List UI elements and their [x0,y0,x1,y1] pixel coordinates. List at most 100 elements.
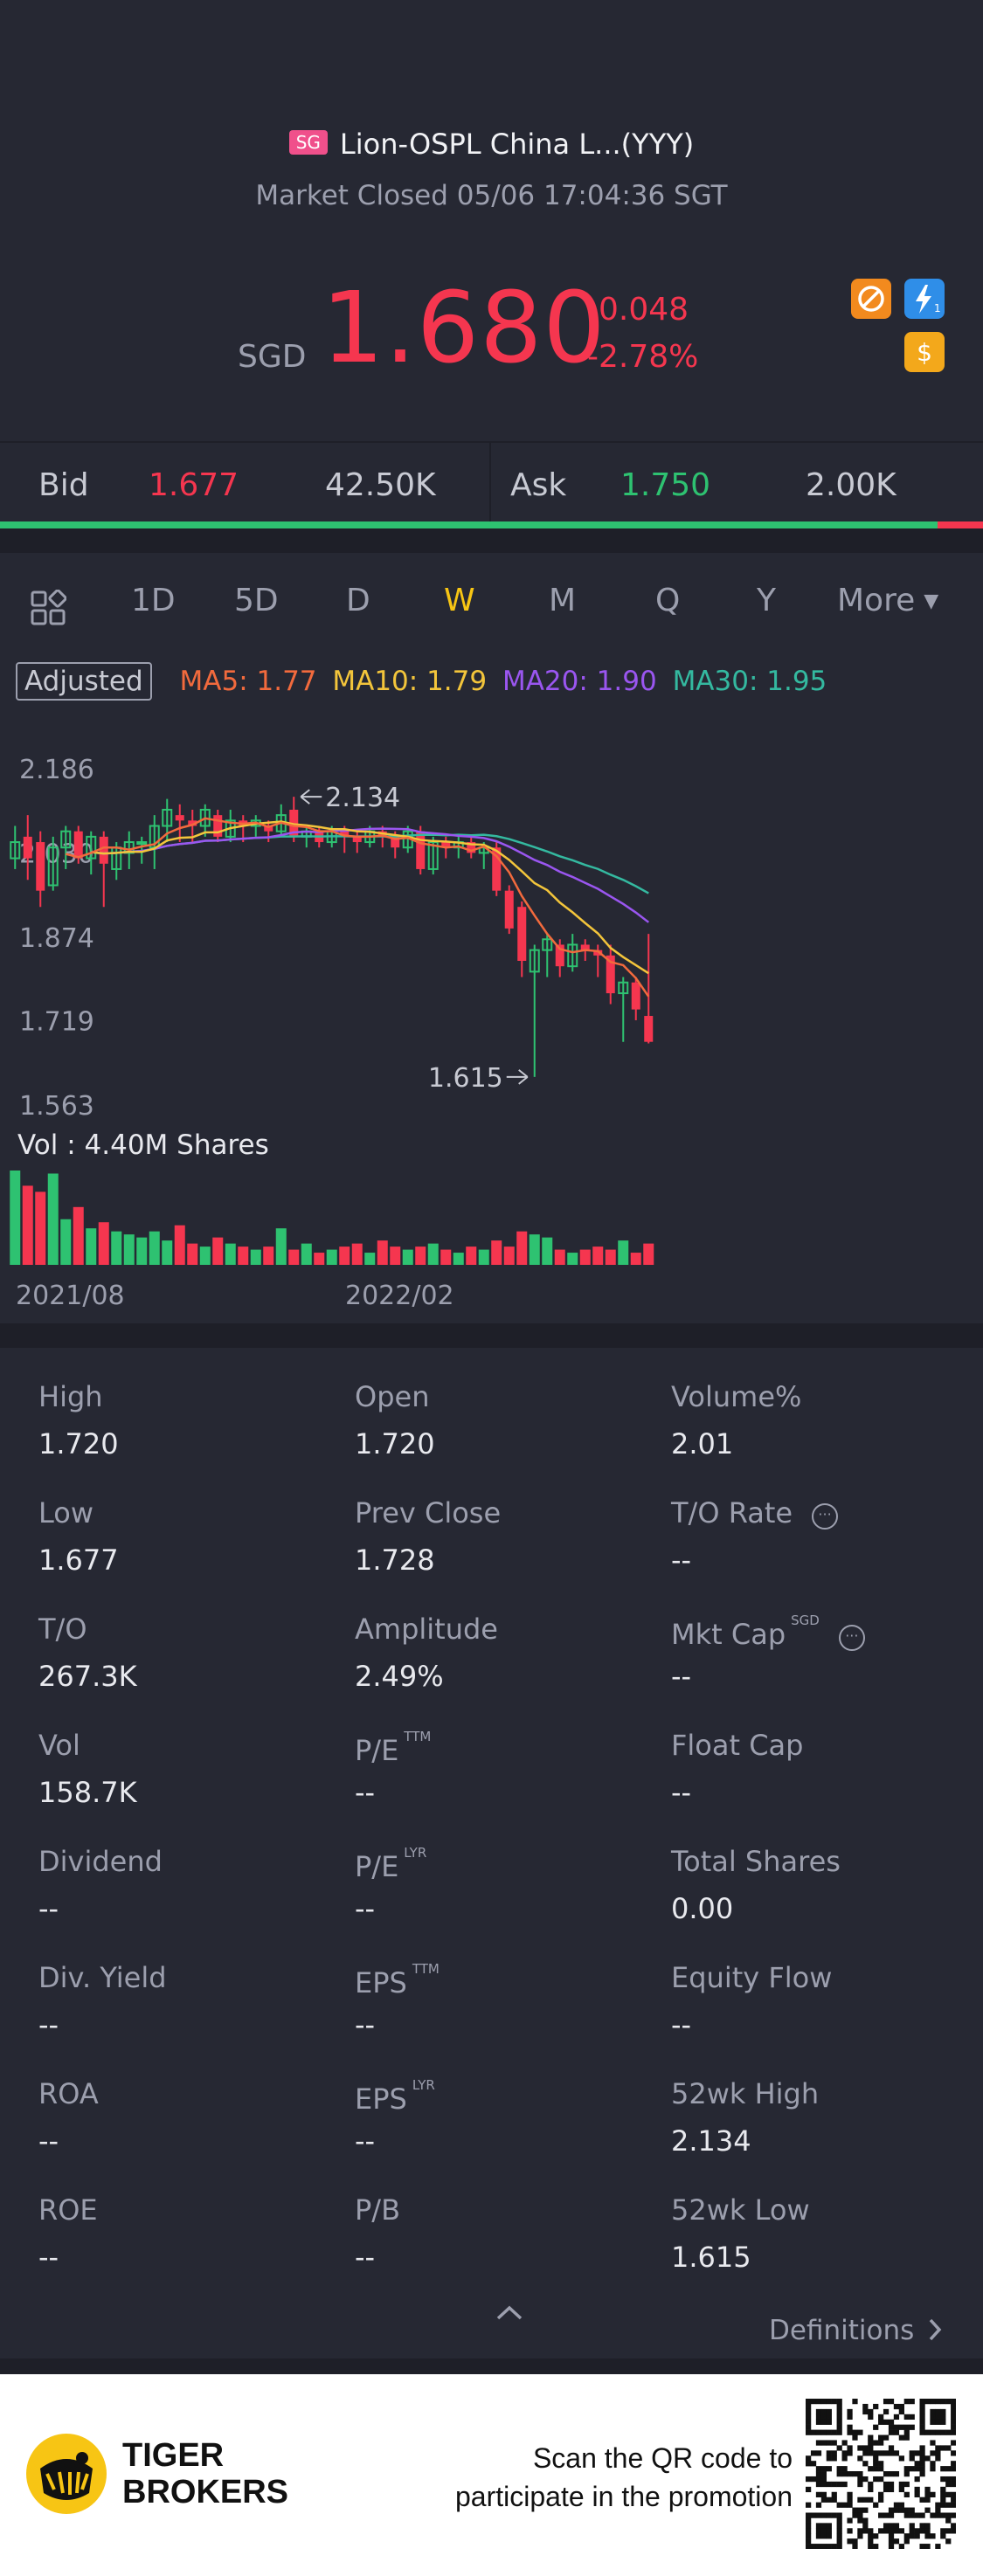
stat-label-volume: Volume% [671,1380,801,1413]
stat-label-text: Equity Flow [671,1961,833,1994]
volume-bar [453,1253,464,1265]
stock-title-row[interactable]: SG Lion-OSPL China L...(YYY) [0,128,983,161]
stat-label-vol: Vol [38,1729,80,1762]
volume-bar [275,1228,287,1265]
lightning-icon[interactable]: 1 [904,279,945,319]
tab-y[interactable]: Y [757,583,776,618]
stat-value-amplitude: 2.49% [355,1660,444,1693]
bid-ask-row[interactable]: Bid 1.677 42.50K Ask 1.750 2.00K [0,441,983,528]
candle-body [606,955,615,994]
candle-body [391,836,400,848]
high-arrow-icon [300,789,322,805]
stat-label-text: P/E [355,1850,399,1883]
volume-bar [618,1240,629,1265]
stat-value-volume: 2.01 [671,1427,734,1461]
stat-value-total-shares: 0.00 [671,1892,734,1925]
period-tabs: 1D 5D D W M Q Y More ▼ [0,572,983,633]
more-info-icon[interactable]: ··· [838,1625,865,1651]
candle-body [580,944,590,950]
stat-value-low: 1.677 [38,1544,119,1577]
tab-5d[interactable]: 5D [234,583,279,618]
ma30-value: MA30: 1.95 [672,666,827,697]
svg-text:1: 1 [934,302,941,314]
candle-body [517,907,527,961]
stat-label-open: Open [355,1380,429,1413]
candle-body [188,820,197,826]
volume-bar [390,1247,401,1265]
no-short-icon[interactable] [851,279,891,319]
volume-bar [225,1243,236,1265]
stat-value-vol: 158.7K [38,1776,137,1809]
volume-bar [162,1240,173,1265]
high-annotation: 2.134 [325,783,400,813]
grid-layout-icon[interactable] [30,589,67,630]
stat-label-text: Mkt Cap [671,1618,786,1651]
price-change-pct: -2.78% [587,339,699,375]
candle-body [644,1016,654,1042]
volume-bar [364,1253,376,1265]
volume-bar [238,1247,249,1265]
stat-superscript: SGD [791,1613,820,1628]
low-annotation: 1.615 [428,1063,503,1094]
promo-footer: TIGER BROKERS Scan the QR code to partic… [0,2374,983,2576]
low-arrow-icon [506,1069,529,1085]
y-tick-label: 2.186 [19,755,94,785]
more-info-icon[interactable]: ··· [812,1503,839,1530]
candle-body [213,815,223,837]
stat-value-roe: -- [38,2241,59,2274]
volume-bar [187,1243,198,1265]
tab-q[interactable]: Q [655,583,681,618]
stat-label-text: Vol [38,1729,80,1762]
tab-1d[interactable]: 1D [131,583,176,618]
stat-label-dividend: Dividend [38,1845,163,1878]
stat-label-equity-flow: Equity Flow [671,1961,832,1994]
volume-bar [10,1171,21,1265]
qr-code-icon[interactable] [806,2399,956,2549]
candle-body [175,815,184,821]
volume-bar [351,1243,363,1265]
stat-superscript: TTM [404,1729,432,1744]
stat-label-text: 52wk High [671,2077,820,2110]
stat-superscript: LYR [412,2077,435,2093]
stat-label-text: Volume% [671,1380,802,1413]
collapse-chevron-icon[interactable] [495,2303,524,2325]
volume-bar [427,1243,439,1265]
currency-label: SGD [238,339,307,375]
candle-body [10,841,21,860]
stat-value-p-e-lyr: -- [355,1892,376,1925]
section-divider [0,2358,983,2374]
volume-bar [288,1249,300,1265]
candle-body [492,847,502,891]
ma-indicators: Adjusted MA5: 1.77 MA10: 1.79 MA20: 1.90… [16,662,827,701]
stat-label-text: Prev Close [355,1496,502,1530]
candle-body [567,943,578,968]
brand-line-2: BROKERS [122,2474,289,2510]
ask-ratio-segment [938,521,983,528]
stat-value-p-e-ttm: -- [355,1776,376,1809]
stat-label-text: Float Cap [671,1729,804,1762]
stat-label-eps-ttm: EPS TTM [355,1961,440,1999]
tab-w[interactable]: W [444,583,475,618]
tab-d[interactable]: D [346,583,370,618]
stat-label-eps-lyr: EPS LYR [355,2077,435,2116]
adjusted-toggle[interactable]: Adjusted [16,662,152,701]
candle-body [23,836,32,859]
stat-label-t-o-rate: T/O Rate ··· [671,1496,839,1530]
volume-bar [301,1243,312,1265]
brand-line-1: TIGER [122,2437,225,2474]
ma5-line [65,817,650,998]
dollar-icon[interactable]: $ [904,332,945,372]
volume-bar [377,1240,388,1265]
volume-bar [503,1247,515,1265]
bid-price: 1.677 [149,467,239,503]
stat-label-high: High [38,1380,103,1413]
candle-body [416,831,426,869]
x-tick-label: 2022/02 [345,1281,454,1311]
promo-line-2: participate in the promotion [455,2481,793,2512]
definitions-link[interactable]: Definitions [769,2315,944,2346]
tab-more[interactable]: More ▼ [837,583,938,618]
price-change: -0.048 [587,292,689,328]
candle-body [529,949,540,973]
tab-m[interactable]: M [549,583,577,618]
